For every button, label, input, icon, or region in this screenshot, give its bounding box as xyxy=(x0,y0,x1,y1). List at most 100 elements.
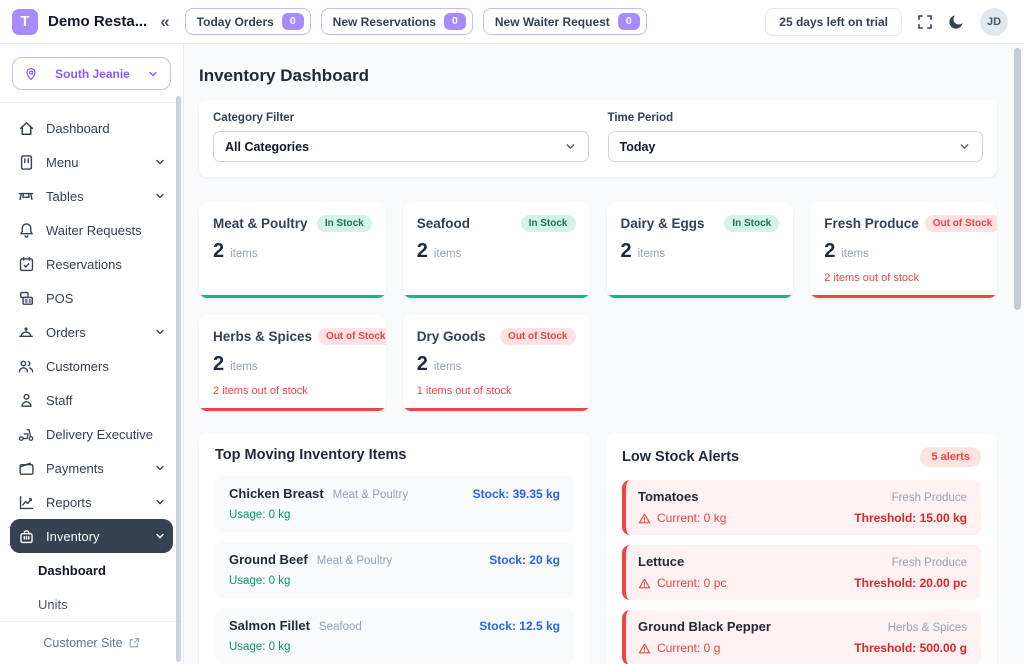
low-stock-title: Low Stock Alerts xyxy=(622,449,740,465)
stock-status-badge: Out of Stock xyxy=(318,328,386,345)
status-bar xyxy=(199,295,386,298)
item-name: Ground Beef xyxy=(229,552,308,567)
sidebar-item[interactable]: Delivery Executive xyxy=(10,417,173,451)
sidebar-nav: Dashboard Menu Tables xyxy=(0,108,183,553)
sidebar-item[interactable]: Waiter Requests xyxy=(10,213,173,247)
warning-triangle-icon xyxy=(638,643,651,653)
category-name: Seafood xyxy=(416,216,471,231)
top-moving-title: Top Moving Inventory Items xyxy=(215,447,407,463)
branch-selector[interactable]: South Jeanie xyxy=(12,57,171,90)
stock-status-badge: In Stock xyxy=(724,215,780,232)
sidebar-item[interactable]: Reports xyxy=(10,485,173,519)
chevron-down-icon xyxy=(154,530,166,542)
sidebar-item-label: Inventory xyxy=(46,528,100,544)
category-cards: Meat & Poultry In Stock 2 items Seafood … xyxy=(199,202,997,411)
count-badge: 0 xyxy=(281,13,304,30)
quick-buttons: Today Orders 0 New Reservations 0 New Wa… xyxy=(184,8,647,35)
alert-item-name: Ground Black Pepper xyxy=(638,619,771,634)
sidebar-item[interactable]: Reservations xyxy=(10,247,173,281)
sidebar-subitem[interactable]: Dashboard xyxy=(38,562,106,578)
status-bar xyxy=(810,295,997,298)
item-usage: Usage: 0 kg xyxy=(229,641,291,653)
sidebar-item-label: Reports xyxy=(46,494,92,510)
location-pin-icon xyxy=(24,67,38,81)
sidebar-collapse-icon[interactable]: « xyxy=(160,12,170,31)
category-name: Fresh Produce xyxy=(824,216,919,231)
stock-status-badge: In Stock xyxy=(520,215,576,232)
category-card: Meat & Poultry In Stock 2 items xyxy=(199,202,386,298)
list-item: Chicken Breast Meat & Poultry Stock: 39.… xyxy=(215,476,574,532)
category-card: Herbs & Spices Out of Stock 2 items 2 it… xyxy=(199,315,386,411)
sidebar-item[interactable]: Menu xyxy=(10,145,173,179)
users-icon xyxy=(17,358,35,375)
sidebar-item[interactable]: Dashboard xyxy=(10,111,173,145)
category-name: Dry Goods xyxy=(416,329,486,344)
sidebar-item-label: Delivery Executive xyxy=(46,426,153,442)
count-badge: 0 xyxy=(444,13,466,30)
item-count: 2 xyxy=(620,240,632,262)
list-item: Ground Beef Meat & Poultry Stock: 20 kg … xyxy=(215,542,574,598)
category-card: Seafood In Stock 2 items xyxy=(402,202,590,298)
dark-mode-moon-icon[interactable] xyxy=(948,13,965,30)
quick-action-button[interactable]: Today Orders 0 xyxy=(184,8,311,35)
list-item: Salmon Fillet Seafood Stock: 12.5 kg Usa… xyxy=(215,608,574,664)
customer-site-label: Customer Site xyxy=(43,636,123,650)
alert-current: Current: 0 g xyxy=(638,641,720,655)
home-icon xyxy=(17,120,35,137)
alert-item-category: Herbs & Spices xyxy=(887,622,967,634)
sidebar-item[interactable]: POS xyxy=(10,281,173,315)
sidebar-item[interactable]: Customers xyxy=(10,349,173,383)
alert-current: Current: 0 kg xyxy=(638,511,726,525)
page-title: Inventory Dashboard xyxy=(199,66,370,85)
sidebar-item-label: Staff xyxy=(46,392,73,408)
sidebar-scrollbar[interactable] xyxy=(176,96,181,662)
sidebar-item[interactable]: Payments xyxy=(10,451,173,485)
category-card: Dry Goods Out of Stock 2 items 1 items o… xyxy=(402,315,590,411)
time-period-select[interactable]: Today xyxy=(607,131,983,162)
sidebar-item-label: Payments xyxy=(46,460,104,476)
page-scrollbar[interactable] xyxy=(1014,48,1021,310)
time-period-label: Time Period xyxy=(607,112,674,124)
item-category: Seafood xyxy=(318,621,362,633)
bell-icon xyxy=(17,222,35,239)
sidebar-item-label: POS xyxy=(46,290,74,306)
sidebar-item[interactable]: Inventory xyxy=(10,519,173,553)
sidebar-item[interactable]: Orders xyxy=(10,315,173,349)
fullscreen-icon[interactable] xyxy=(917,14,933,30)
sidebar-footer: Customer Site xyxy=(0,621,183,664)
item-category: Meat & Poultry xyxy=(316,555,393,567)
sidebar-item-label: Tables xyxy=(46,188,84,204)
item-count-unit: items xyxy=(230,248,258,260)
chevron-down-icon xyxy=(147,68,159,80)
sidebar-item[interactable]: Tables xyxy=(10,179,173,213)
wallet-icon xyxy=(17,460,35,477)
item-count-unit: items xyxy=(433,361,462,373)
branch-name: South Jeanie xyxy=(55,66,130,81)
app-logo: T xyxy=(12,8,38,35)
category-filter-label: Category Filter xyxy=(213,112,295,124)
sidebar: South Jeanie Dashboard Menu xyxy=(0,44,184,664)
chevron-down-icon xyxy=(154,156,166,168)
category-filter-select[interactable]: All Categories xyxy=(213,131,589,162)
filters-panel: Category Filter All Categories Time Peri… xyxy=(199,100,997,177)
chevron-down-icon xyxy=(154,496,166,508)
alert-current-value: Current: 0 kg xyxy=(657,511,727,525)
quick-action-button[interactable]: New Waiter Request 0 xyxy=(482,8,647,35)
item-count: 2 xyxy=(416,353,428,375)
quick-action-label: New Reservations xyxy=(332,14,437,29)
header-right: 25 days left on trial JD xyxy=(765,7,1008,36)
sidebar-subitem[interactable]: Units xyxy=(38,596,68,612)
item-usage: Usage: 0 kg xyxy=(229,509,291,521)
time-period-value: Today xyxy=(619,139,656,154)
customer-site-link[interactable]: Customer Site xyxy=(43,636,139,650)
alert-threshold: Threshold: 15.00 kg xyxy=(854,511,967,525)
out-of-stock-note: 2 items out of stock xyxy=(213,385,308,397)
quick-action-button[interactable]: New Reservations 0 xyxy=(320,8,473,35)
menu-icon xyxy=(17,154,35,171)
user-avatar[interactable]: JD xyxy=(980,7,1008,36)
sidebar-item[interactable]: Staff xyxy=(10,383,173,417)
sidebar-item-label: Orders xyxy=(46,324,86,340)
trial-status-button[interactable]: 25 days left on trial xyxy=(765,7,902,36)
out-of-stock-note: 2 items out of stock xyxy=(824,272,920,284)
person-icon xyxy=(17,392,35,409)
